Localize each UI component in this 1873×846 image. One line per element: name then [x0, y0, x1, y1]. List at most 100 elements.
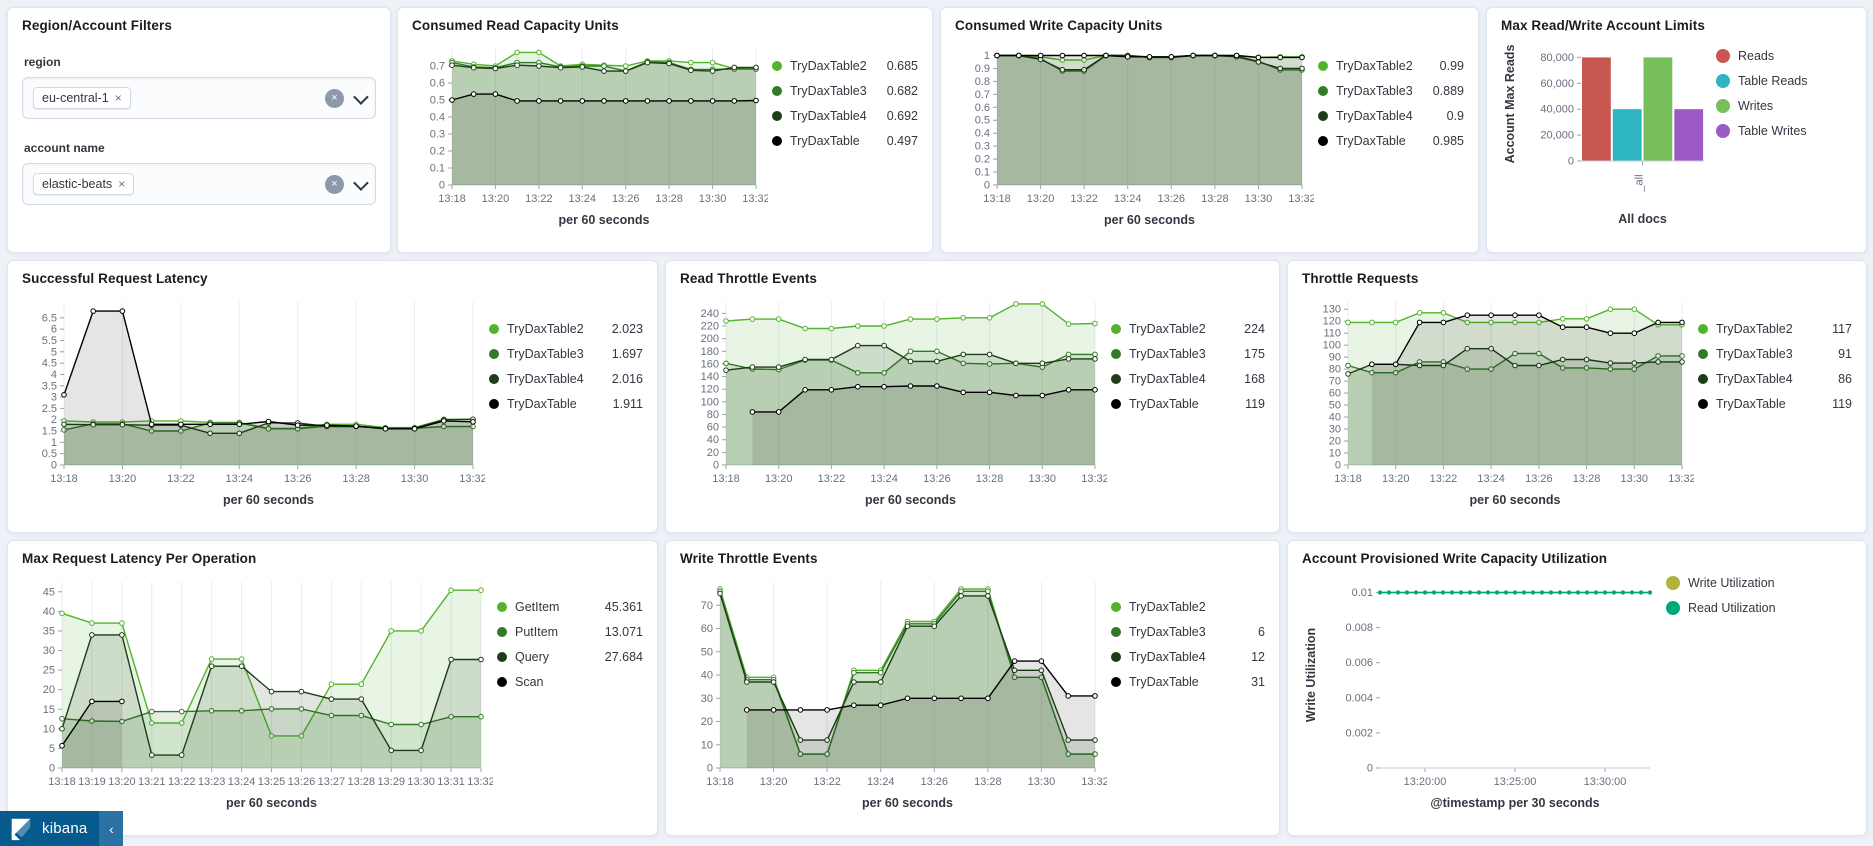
svg-text:Account Max Reads: Account Max Reads [1503, 45, 1517, 164]
legend-item[interactable]: Read Utilization [1666, 601, 1852, 615]
svg-text:0.002: 0.002 [1345, 727, 1373, 739]
panel-title: Consumed Read Capacity Units [412, 18, 619, 33]
legend-item[interactable]: TryDaxTable4 0.9 [1318, 109, 1464, 123]
panel-max-read-write-limits: Max Read/Write Account Limits 0 20,000 40,… [1486, 7, 1867, 253]
kibana-logo[interactable]: kibana [0, 811, 100, 846]
chart-legend: GetItem 45.361 PutItem 13.071 Query 27.684 Sca… [493, 566, 643, 814]
legend-item[interactable]: TryDaxTable4 0.692 [772, 109, 918, 123]
legend-item[interactable]: TryDaxTable4 168 [1111, 372, 1265, 386]
legend-item[interactable]: TryDaxTable2 224 [1111, 322, 1265, 336]
svg-text:0.5: 0.5 [42, 448, 57, 460]
collapse-nav-button[interactable]: ‹ [99, 811, 124, 846]
legend-series-dot [1698, 324, 1708, 334]
legend-series-name: Scan [515, 675, 544, 689]
panel-title: Account Provisioned Write Capacity Utili… [1302, 551, 1608, 566]
svg-text:0.4: 0.4 [975, 128, 990, 140]
consumed-write-capacity-chart[interactable]: 13:18 13:20 13:22 13:24 13:26 13:28 13:30 13:32… [955, 33, 1314, 231]
legend-item[interactable]: Query 27.684 [497, 650, 643, 664]
svg-text:0.5: 0.5 [430, 95, 445, 107]
svg-text:0.7: 0.7 [975, 89, 990, 101]
legend-item[interactable]: PutItem 13.071 [497, 625, 643, 639]
successful-request-latency-chart[interactable]: 13:18 13:20 13:22 13:24 13:26 13:28 13:30 13:32… [22, 286, 485, 511]
legend-item[interactable]: TryDaxTable 1.911 [489, 397, 643, 411]
svg-text:35: 35 [43, 625, 55, 637]
svg-text:180: 180 [701, 346, 719, 358]
chart-legend: TryDaxTable2 2.023 TryDaxTable3 1.697 TryDax… [485, 286, 643, 511]
legend-item[interactable]: Writes [1716, 99, 1852, 113]
svg-text:13:32: 13:32 [1668, 473, 1694, 485]
legend-item[interactable]: TryDaxTable3 175 [1111, 347, 1265, 361]
write-capacity-utilization-chart[interactable]: 13:20:00 13:25:00 13:30:00 0 0.002 0.004 0.006… [1302, 566, 1662, 814]
svg-text:110: 110 [1323, 328, 1341, 340]
legend-series-dot [1111, 399, 1121, 409]
clear-selection-icon[interactable]: × [325, 88, 344, 108]
legend-item[interactable]: TryDaxTable 0.497 [772, 134, 918, 148]
svg-text:0: 0 [49, 763, 55, 775]
legend-item[interactable]: TryDaxTable3 0.682 [772, 84, 918, 98]
legend-item[interactable]: TryDaxTable 31 [1111, 675, 1265, 689]
legend-item[interactable]: TryDaxTable2 0.99 [1318, 59, 1464, 73]
legend-series-dot [1318, 136, 1328, 146]
panel-title: Write Throttle Events [680, 551, 818, 566]
kibana-logo-icon [11, 818, 31, 840]
svg-text:13:26: 13:26 [284, 473, 312, 485]
legend-series-name: TryDaxTable4 [1336, 109, 1413, 123]
legend-item[interactable]: TryDaxTable3 0.889 [1318, 84, 1464, 98]
max-request-latency-chart[interactable]: 13:18 13:19 13:20 13:21 13:22 13:23 13:24 13:25… [22, 566, 493, 814]
legend-item[interactable]: TryDaxTable 119 [1111, 397, 1265, 411]
legend-series-dot [1698, 374, 1708, 384]
svg-text:13:20:00: 13:20:00 [1404, 776, 1447, 788]
legend-series-dot [497, 677, 507, 687]
read-throttle-events-chart[interactable]: 13:18 13:20 13:22 13:24 13:26 13:28 13:30 13:32… [680, 286, 1107, 511]
legend-series-dot [1666, 576, 1680, 590]
chevron-down-icon[interactable] [353, 174, 369, 191]
chevron-down-icon[interactable] [353, 88, 369, 105]
legend-item[interactable]: GetItem 45.361 [497, 600, 643, 614]
legend-item[interactable]: TryDaxTable3 6 [1111, 625, 1265, 639]
throttle-requests-chart[interactable]: 13:18 13:20 13:22 13:24 13:26 13:28 13:30 13:32… [1302, 286, 1694, 511]
svg-text:13:23: 13:23 [198, 776, 226, 788]
legend-item[interactable]: Table Writes [1716, 124, 1852, 138]
region-combobox[interactable]: eu-central-1 × × [22, 77, 376, 119]
legend-item[interactable]: Write Utilization [1666, 576, 1852, 590]
consumed-read-capacity-chart[interactable]: 13:18 13:20 13:22 13:24 13:26 13:28 13:30 13:32… [412, 33, 768, 231]
legend-series-value: 0.692 [886, 109, 918, 123]
account-name-tag[interactable]: elastic-beats × [33, 173, 135, 195]
svg-text:160: 160 [701, 358, 719, 370]
svg-text:1: 1 [51, 437, 57, 449]
legend-item[interactable]: TryDaxTable2 2.023 [489, 322, 643, 336]
chart-legend: TryDaxTable2 117 TryDaxTable3 91 TryDaxTable… [1694, 286, 1852, 511]
legend-item[interactable]: TryDaxTable2 [1111, 600, 1265, 614]
panel-write-throttle-events: Write Throttle Events 13:18 13:20 13:22 13:… [665, 540, 1280, 836]
panel-title: Region/Account Filters [22, 18, 172, 33]
legend-series-dot [489, 399, 499, 409]
remove-tag-icon[interactable]: × [114, 91, 122, 105]
svg-text:5: 5 [51, 346, 57, 358]
legend-item[interactable]: TryDaxTable4 86 [1698, 372, 1852, 386]
legend-item[interactable]: TryDaxTable4 12 [1111, 650, 1265, 664]
legend-series-dot [772, 86, 782, 96]
remove-tag-icon[interactable]: × [118, 177, 126, 191]
legend-item[interactable]: TryDaxTable4 2.016 [489, 372, 643, 386]
svg-text:60: 60 [1329, 388, 1341, 400]
legend-item[interactable]: Scan [497, 675, 643, 689]
legend-item[interactable]: TryDaxTable 119 [1698, 397, 1852, 411]
region-tag[interactable]: eu-central-1 × [33, 87, 131, 109]
legend-item[interactable]: Table Reads [1716, 74, 1852, 88]
account-name-combobox[interactable]: elastic-beats × × [22, 163, 376, 205]
legend-item[interactable]: TryDaxTable3 1.697 [489, 347, 643, 361]
write-throttle-events-chart[interactable]: 13:18 13:20 13:22 13:24 13:26 13:28 13:30 13:32… [680, 566, 1107, 814]
legend-item[interactable]: TryDaxTable 0.985 [1318, 134, 1464, 148]
svg-text:2: 2 [51, 414, 57, 426]
legend-series-name: GetItem [515, 600, 560, 614]
svg-text:13:26: 13:26 [1525, 473, 1553, 485]
svg-text:13:25: 13:25 [258, 776, 286, 788]
chart-legend: TryDaxTable2 0.99 TryDaxTable3 0.889 TryDaxT… [1314, 33, 1464, 231]
legend-item[interactable]: TryDaxTable2 0.685 [772, 59, 918, 73]
legend-item[interactable]: TryDaxTable2 117 [1698, 322, 1852, 336]
clear-selection-icon[interactable]: × [325, 174, 344, 194]
legend-series-value: 0.889 [1432, 84, 1464, 98]
max-read-write-limits-chart[interactable]: 0 20,000 40,000 60,000 80,000 _all All docs Acc… [1501, 33, 1712, 231]
legend-item[interactable]: Reads [1716, 49, 1852, 63]
legend-item[interactable]: TryDaxTable3 91 [1698, 347, 1852, 361]
